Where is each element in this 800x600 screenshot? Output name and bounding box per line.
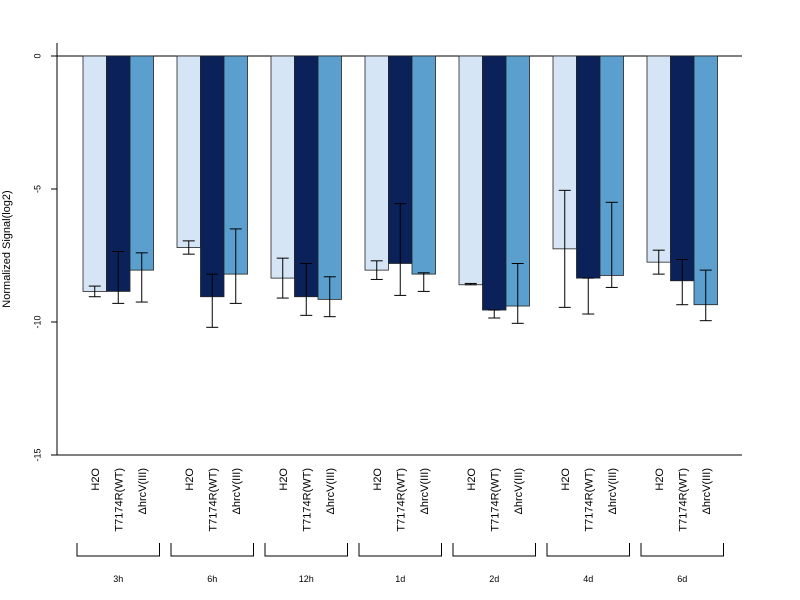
group-label: 4d [583, 574, 593, 584]
bar-label: T7174R(WT) [677, 468, 689, 532]
bar-labels: H2O T7174R(WT) ΔhrcV(III) H2O T7174R(WT) Δhrc… [90, 468, 713, 532]
group-bracket [640, 543, 724, 557]
bar [317, 55, 342, 300]
bar [176, 55, 201, 248]
bar [458, 55, 483, 286]
y-tick-label: -15 [32, 448, 42, 461]
y-tick-label: -10 [32, 315, 42, 328]
bar [364, 55, 389, 271]
y-tick-label: 0 [32, 53, 42, 58]
group-label: 2d [489, 574, 499, 584]
group-bracket [170, 543, 254, 557]
bar-label: T7174R(WT) [207, 468, 219, 532]
bar-label: T7174R(WT) [301, 468, 313, 532]
bar [646, 55, 671, 263]
bar [294, 55, 319, 298]
bar [693, 55, 718, 306]
error-bars [88, 189, 712, 328]
bar-label: H2O [560, 468, 572, 491]
bar-label: H2O [466, 468, 478, 491]
bar-label: ΔhrcV(III) [607, 468, 619, 514]
bar-label: ΔhrcV(III) [231, 468, 243, 514]
y-tick-label: -5 [32, 185, 42, 193]
group-label: 3h [113, 574, 123, 584]
bar-label: ΔhrcV(III) [513, 468, 525, 514]
y-ticks: 0 -5 -10 -15 [32, 53, 57, 462]
bar-label: H2O [654, 468, 666, 491]
bar-label: T7174R(WT) [489, 468, 501, 532]
group-bracket [546, 543, 630, 557]
group-bracket [76, 543, 160, 557]
bar [576, 55, 601, 279]
bar-label: T7174R(WT) [583, 468, 595, 532]
bar [411, 55, 436, 275]
bar-label: ΔhrcV(III) [325, 468, 337, 514]
bar [270, 55, 295, 279]
bar [129, 55, 154, 271]
bar-label: H2O [184, 468, 196, 491]
bar [670, 55, 695, 282]
group-bracket [452, 543, 536, 557]
bar-label: ΔhrcV(III) [701, 468, 713, 514]
bar-label: ΔhrcV(III) [137, 468, 149, 514]
bar-label: H2O [90, 468, 102, 491]
bar [200, 55, 225, 298]
group-label: 6d [677, 574, 687, 584]
bar-label: T7174R(WT) [395, 468, 407, 532]
bar [82, 55, 107, 292]
bar [482, 55, 507, 311]
bar-label: H2O [278, 468, 290, 491]
group-brackets: 3h 6h 12h 1d 2d 4d 6d [76, 543, 724, 584]
group-bracket [358, 543, 442, 557]
group-bracket [264, 543, 348, 557]
bar-label: ΔhrcV(III) [419, 468, 431, 514]
y-axis-label: Normalized Signal(log2) [1, 190, 13, 307]
group-label: 1d [395, 574, 405, 584]
group-label: 6h [207, 574, 217, 584]
bar-label: H2O [372, 468, 384, 491]
group-label: 12h [299, 574, 314, 584]
bar-label: T7174R(WT) [113, 468, 125, 532]
bars [82, 55, 718, 311]
